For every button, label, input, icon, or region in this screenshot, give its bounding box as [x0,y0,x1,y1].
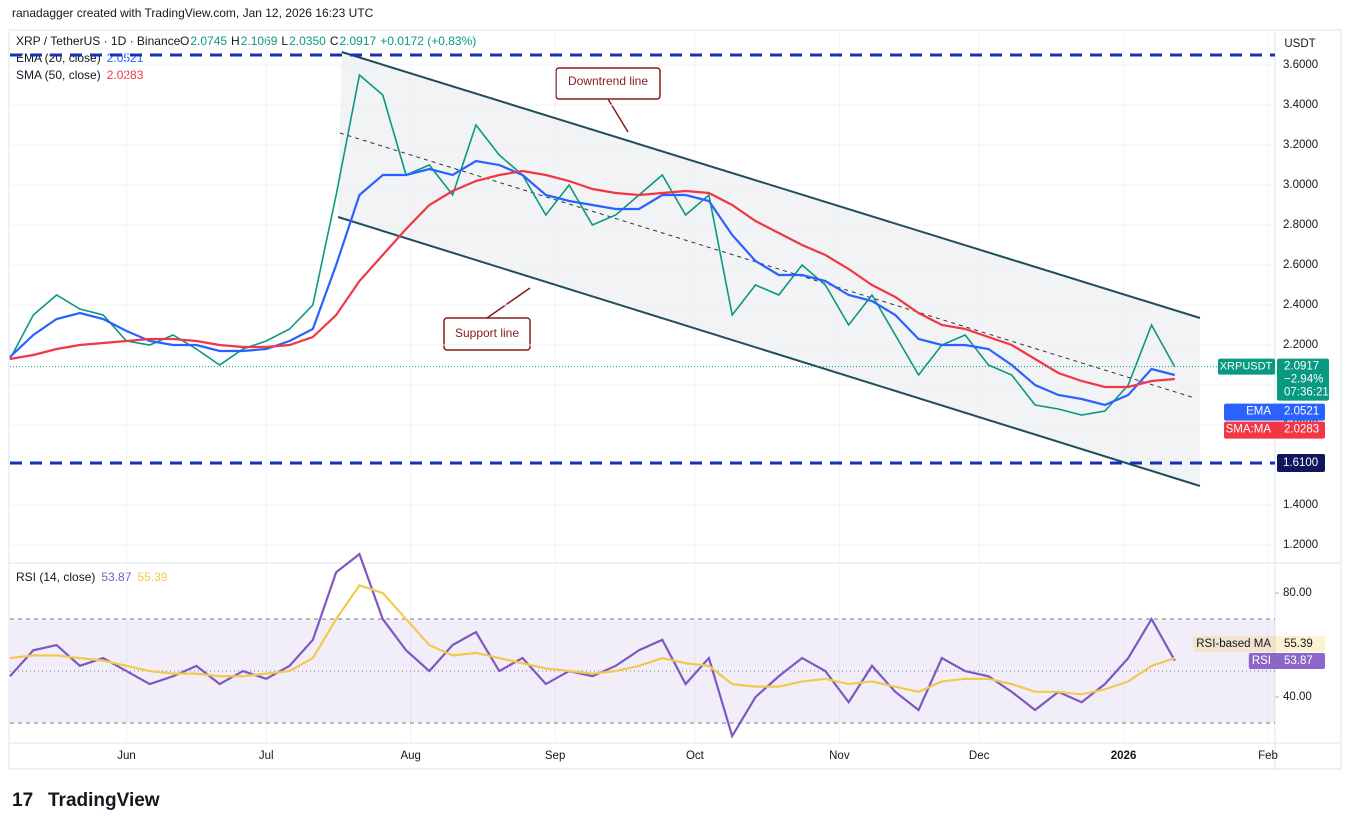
rsi-tag-value: 53.87 [1284,655,1313,667]
frame [8,29,1342,770]
callout-support: Support line [443,287,531,351]
rsi-title: RSI (14, close) [16,570,95,584]
y-tick-label: 3.2000 [1283,139,1318,151]
callout-arrow [607,98,629,133]
ma-tag [1224,403,1325,421]
y-tick-label: 1.4000 [1283,499,1318,511]
legend-value: 55.39 [137,570,167,584]
ohlc-text: 2.1069 [241,34,278,48]
callout-downtrend: Downtrend line [555,67,661,133]
rsi-tag-name: RSI-based MA [1196,638,1271,650]
y-tick-label: 2.4000 [1283,299,1318,311]
x-tick-label: Oct [686,750,705,762]
logo-text: TradingView [48,790,160,811]
series-line [9,169,1175,389]
x-tick-label: Dec [969,750,990,762]
x-tick-label: Jul [259,750,274,762]
ohlc-text: 2.0350 [289,34,326,48]
series-line [9,583,1176,696]
x-tick-label: Sep [545,750,565,762]
trendline [341,51,1201,319]
x-tick-label: 2026 [1111,750,1137,762]
legend-name: SMA (50, close) [16,68,101,82]
ma-tag [1224,421,1325,439]
ma-tag-name: SMA:MA [1226,424,1272,436]
annotation: Downtrend line [568,74,648,88]
y-tick-label: 2.2000 [1283,339,1318,351]
legend-name: EMA (20, close) [16,51,101,65]
y-tick-label: 2.6000 [1283,259,1318,271]
rsi-tag-name: RSI [1252,655,1271,667]
trendline [339,132,1196,399]
logo-mark: 17 [12,790,33,811]
series-line [9,73,1176,416]
series-line [9,552,1176,739]
ohlc-text: 2.0745 [190,34,227,48]
ohlc-text: +0.0172 (+0.83%) [380,34,476,48]
x-tick-label: Feb [1258,750,1278,762]
ma-tag-value: 2.0521 [1284,406,1319,418]
callout-arrow [486,287,531,319]
price-tag-value: 2.0917 [1284,361,1319,373]
legend-value: 2.0521 [107,51,144,65]
y-tick-label: 3.6000 [1283,59,1318,71]
ohlc-text: O [180,34,189,48]
rsi-tag-value: 55.39 [1284,638,1313,650]
x-tick-label: Aug [400,750,420,762]
ohlc-text: 2.0917 [339,34,376,48]
annotation: Support line [455,326,519,340]
price-tag-countdown: 07:36:21 [1284,387,1329,399]
x-tick-label: Jun [117,750,136,762]
y-tick-label: 40.00 [1283,691,1312,703]
level-tag [1277,454,1325,472]
rsi-tag [1193,636,1325,652]
ma-tag-value: 2.0283 [1284,424,1319,436]
ohlc-text: L [281,34,288,48]
y-tick-label: 3.4000 [1283,99,1318,111]
legend-value: 53.87 [101,570,131,584]
symbol-tag-name: XRPUSDT [1220,361,1273,373]
level-label: 1.6100 [1283,457,1318,469]
y-tick-label: 2.8000 [1283,219,1318,231]
y-tick-label: 80.00 [1283,587,1312,599]
attribution: ranadagger created with TradingView.com,… [12,6,374,20]
price-tag-change: −2.94% [1284,374,1323,386]
legend-value: 2.0283 [107,68,144,82]
trendline [337,216,1201,487]
ohlc-text: C [330,34,339,48]
ohlc-text: H [231,34,240,48]
series-line [9,159,1176,407]
currency[interactable]: USDT [1284,38,1315,50]
symbol[interactable]: XRP / TetherUS · 1D · Binance [16,34,181,48]
price-tag [1277,358,1329,401]
y-tick-label: 3.0000 [1283,179,1318,191]
rsi-tag [1248,653,1325,669]
ma-tag-name: EMA [1246,406,1271,418]
logo: 17 TradingView [12,790,160,811]
y-tick-label: 1.2000 [1283,539,1318,551]
symbol-tag [1218,358,1275,375]
x-tick-label: Nov [829,750,850,762]
